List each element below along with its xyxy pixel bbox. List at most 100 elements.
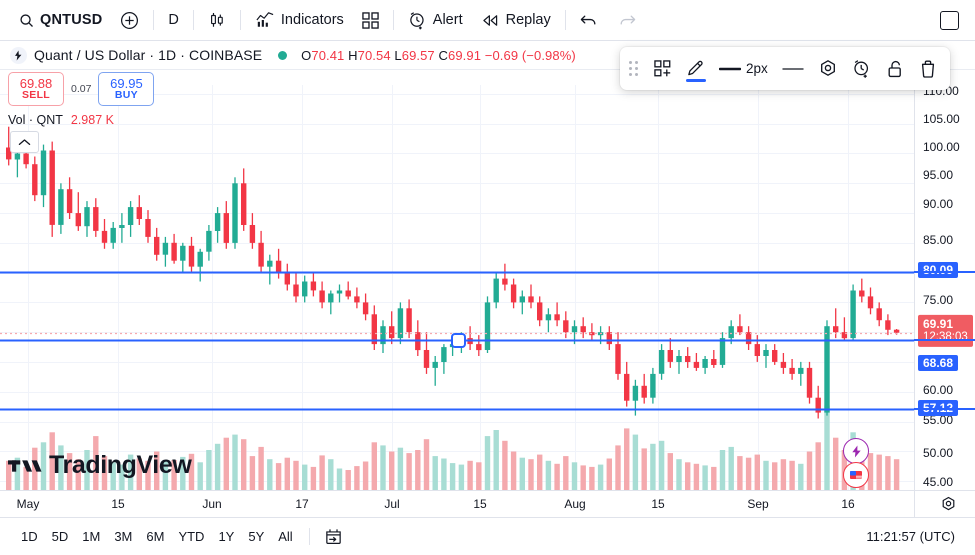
range-button[interactable]: 5Y bbox=[248, 529, 265, 544]
range-button[interactable]: All bbox=[278, 529, 293, 544]
range-button[interactable]: 3M bbox=[114, 529, 133, 544]
volume-collapse-button[interactable] bbox=[10, 131, 39, 153]
layouts-button[interactable] bbox=[353, 5, 388, 35]
volume-bar bbox=[449, 463, 456, 490]
price-axis[interactable]: 110.00 105.00 100.00 95.00 90.00 85.00 75.00 60… bbox=[914, 84, 975, 490]
sell-button[interactable]: 69.88 SELL bbox=[8, 72, 64, 106]
volume-bar bbox=[110, 462, 116, 490]
candle-body bbox=[328, 293, 334, 303]
price-tick: 95.00 bbox=[923, 168, 954, 182]
lightning-badge-button[interactable] bbox=[843, 438, 869, 464]
chart-settings-button[interactable] bbox=[938, 494, 958, 514]
line-style-button[interactable] bbox=[776, 52, 810, 85]
price-line-badge[interactable]: 68.68 bbox=[918, 355, 959, 371]
time-axis[interactable]: May 15 Jun 17 Jul 15 Aug 15 Sep 16 bbox=[0, 491, 914, 517]
volume-bar bbox=[389, 451, 395, 490]
candle-body bbox=[336, 290, 343, 294]
time-tick: Jun bbox=[202, 497, 222, 511]
buy-button[interactable]: 69.95 BUY bbox=[98, 72, 155, 106]
alarm-clock-plus-icon bbox=[408, 11, 427, 30]
alert-button[interactable]: Alert bbox=[399, 5, 472, 35]
range-button[interactable]: 6M bbox=[146, 529, 165, 544]
candle-body bbox=[197, 251, 203, 267]
undo-button[interactable] bbox=[571, 5, 608, 35]
volume-bar bbox=[650, 443, 656, 490]
volume-legend[interactable]: Vol · QNT 2.987 K bbox=[8, 113, 114, 127]
indicators-icon bbox=[255, 11, 275, 29]
delete-button[interactable] bbox=[913, 52, 944, 85]
add-symbol-button[interactable] bbox=[111, 5, 148, 35]
candle-body bbox=[885, 320, 891, 330]
chart-type-button[interactable] bbox=[199, 5, 235, 35]
redo-icon bbox=[617, 12, 636, 28]
volume-bar bbox=[380, 445, 386, 490]
us-flag-badge-button[interactable] bbox=[843, 462, 869, 488]
volume-bar bbox=[885, 456, 891, 490]
lock-button[interactable] bbox=[880, 52, 911, 85]
time-tick: 15 bbox=[651, 497, 665, 511]
add-template-button[interactable] bbox=[647, 52, 678, 85]
change-value: −0.69 (−0.98%) bbox=[484, 47, 576, 63]
candle-body bbox=[293, 284, 299, 297]
range-button[interactable]: YTD bbox=[178, 529, 205, 544]
drawing-float-toolbar: 2px bbox=[620, 47, 950, 90]
add-template-icon bbox=[653, 59, 670, 76]
volume-bar bbox=[824, 405, 830, 490]
line-width-button[interactable]: 2px bbox=[713, 52, 774, 85]
interval-button[interactable]: D bbox=[159, 5, 187, 35]
drag-handle-icon[interactable] bbox=[626, 61, 645, 76]
buy-price: 69.95 bbox=[110, 75, 143, 91]
add-alert-button[interactable] bbox=[846, 52, 878, 85]
volume-bar bbox=[754, 454, 760, 490]
volume-label: Vol · QNT bbox=[8, 113, 63, 127]
volume-bar bbox=[93, 436, 99, 490]
time-tick: Sep bbox=[747, 497, 769, 511]
time-tick: 17 bbox=[295, 497, 309, 511]
volume-bar bbox=[154, 451, 160, 490]
drawing-anchor-handle[interactable] bbox=[451, 333, 466, 348]
price-tick: 75.00 bbox=[923, 293, 954, 307]
range-button[interactable]: 1Y bbox=[218, 529, 235, 544]
low-key: L bbox=[394, 47, 402, 63]
symbol-info-line: Quant / US Dollar · 1D · COINBASE O70.41… bbox=[0, 41, 975, 70]
candle-body bbox=[693, 361, 700, 368]
range-button[interactable]: 5D bbox=[51, 529, 69, 544]
pencil-tool-button[interactable] bbox=[680, 52, 711, 85]
symbol-title[interactable]: Quant / US Dollar · 1D · COINBASE bbox=[34, 47, 263, 63]
volume-bar bbox=[58, 445, 64, 490]
volume-bar bbox=[867, 453, 874, 490]
candle-body bbox=[232, 183, 238, 243]
settings-button[interactable] bbox=[812, 52, 844, 85]
symbol-search-button[interactable]: QNTUSD bbox=[10, 5, 111, 35]
candle-body bbox=[119, 225, 125, 228]
volume-bar bbox=[267, 459, 273, 490]
fullscreen-icon[interactable] bbox=[940, 10, 959, 30]
candle-body bbox=[84, 207, 90, 227]
volume-bar bbox=[66, 453, 73, 490]
candle-body bbox=[171, 242, 177, 261]
candle-body bbox=[632, 385, 639, 401]
chevron-up-icon bbox=[18, 138, 31, 145]
indicators-button[interactable]: Indicators bbox=[246, 5, 353, 35]
candle-body bbox=[754, 344, 760, 356]
redo-button[interactable] bbox=[608, 5, 645, 35]
range-button[interactable]: 1M bbox=[82, 529, 101, 544]
candle-body bbox=[484, 302, 491, 350]
settings-icon bbox=[820, 59, 835, 76]
volume-bar bbox=[249, 456, 256, 490]
current-price-badge[interactable]: 69.91 12:38:03 bbox=[918, 314, 973, 348]
volume-bar bbox=[545, 460, 552, 490]
volume-bar bbox=[423, 439, 430, 490]
chart-canvas[interactable]: TradingView bbox=[0, 85, 914, 490]
range-button[interactable]: 1D bbox=[21, 529, 38, 544]
replay-button[interactable]: Replay bbox=[472, 5, 560, 35]
volume-bar bbox=[728, 446, 734, 490]
price-line-badge[interactable]: 80.09 bbox=[918, 262, 959, 278]
candle-body bbox=[641, 385, 647, 398]
candle-body bbox=[685, 356, 691, 362]
price-tick: 60.00 bbox=[923, 383, 954, 397]
price-tick: 105.00 bbox=[923, 112, 960, 126]
goto-date-button[interactable] bbox=[319, 524, 348, 549]
spread-value: 0.07 bbox=[71, 83, 92, 95]
candle-body bbox=[876, 308, 882, 321]
